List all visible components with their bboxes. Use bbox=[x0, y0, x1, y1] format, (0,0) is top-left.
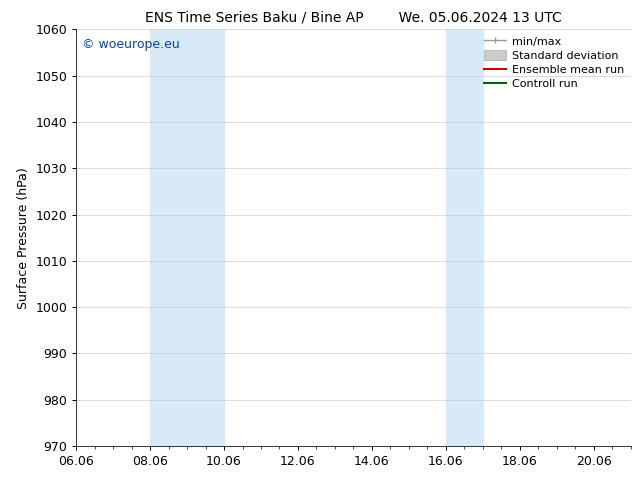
Legend: min/max, Standard deviation, Ensemble mean run, Controll run: min/max, Standard deviation, Ensemble me… bbox=[480, 32, 628, 94]
Bar bbox=[150, 29, 224, 446]
Y-axis label: Surface Pressure (hPa): Surface Pressure (hPa) bbox=[16, 167, 30, 309]
Text: © woeurope.eu: © woeurope.eu bbox=[82, 38, 179, 51]
Title: ENS Time Series Baku / Bine AP        We. 05.06.2024 13 UTC: ENS Time Series Baku / Bine AP We. 05.06… bbox=[145, 10, 562, 24]
Bar bbox=[446, 29, 483, 446]
